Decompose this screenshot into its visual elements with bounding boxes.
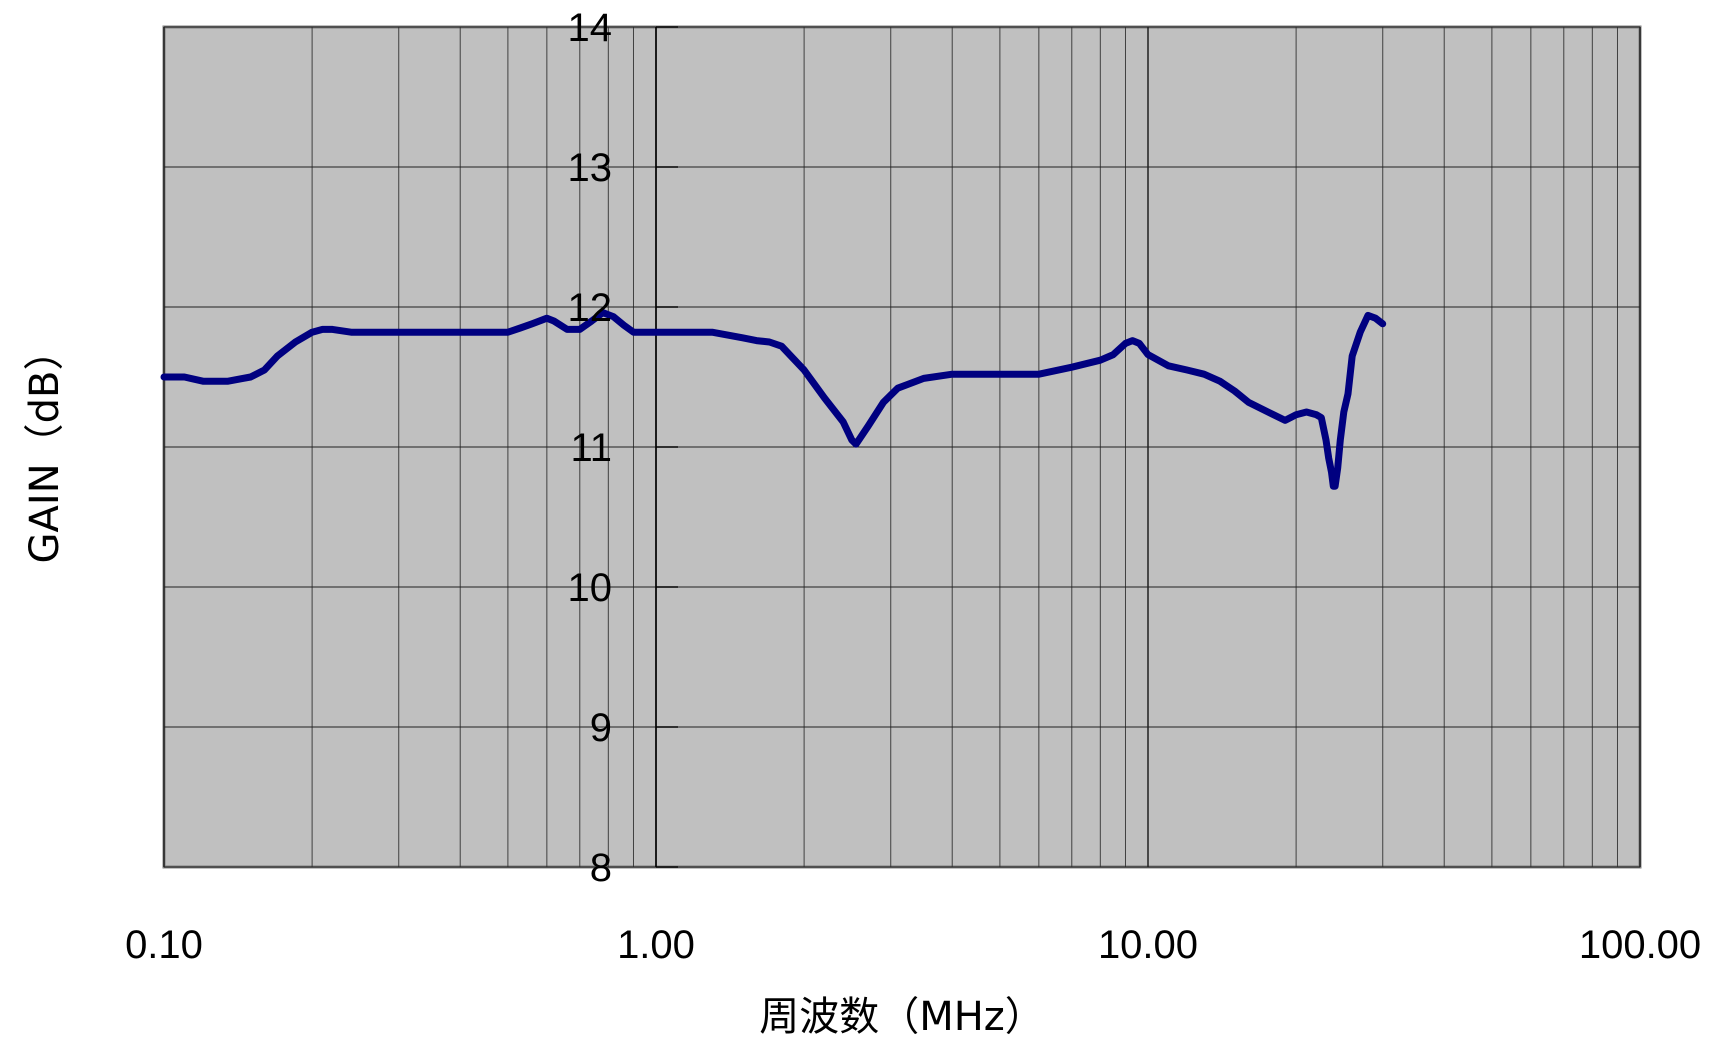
x-tick-label: 10.00	[1098, 923, 1198, 967]
x-axis-title: 周波数（MHz）	[759, 994, 1045, 1039]
x-axis-tick-labels: 0.10 1.00 10.00 100.00	[125, 923, 1701, 967]
y-tick-label: 11	[570, 426, 612, 470]
y-tick-label: 12	[568, 286, 613, 330]
y-tick-label: 8	[590, 846, 612, 890]
y-axis-title: GAIN（dB）	[22, 331, 68, 564]
x-tick-label: 1.00	[617, 923, 695, 967]
y-tick-label: 13	[568, 146, 613, 190]
x-tick-label: 0.10	[125, 923, 203, 967]
y-axis-tick-marks	[656, 26, 678, 868]
y-gridlines	[164, 26, 1640, 868]
y-tick-label: 9	[590, 706, 612, 750]
gain-series-line	[160, 309, 1387, 490]
y-tick-label: 14	[568, 6, 613, 50]
y-tick-label: 10	[568, 566, 613, 610]
x-tick-label: 100.00	[1579, 923, 1701, 967]
y-axis-tick-labels: 8 9 10 11 12 13 14	[568, 6, 613, 890]
